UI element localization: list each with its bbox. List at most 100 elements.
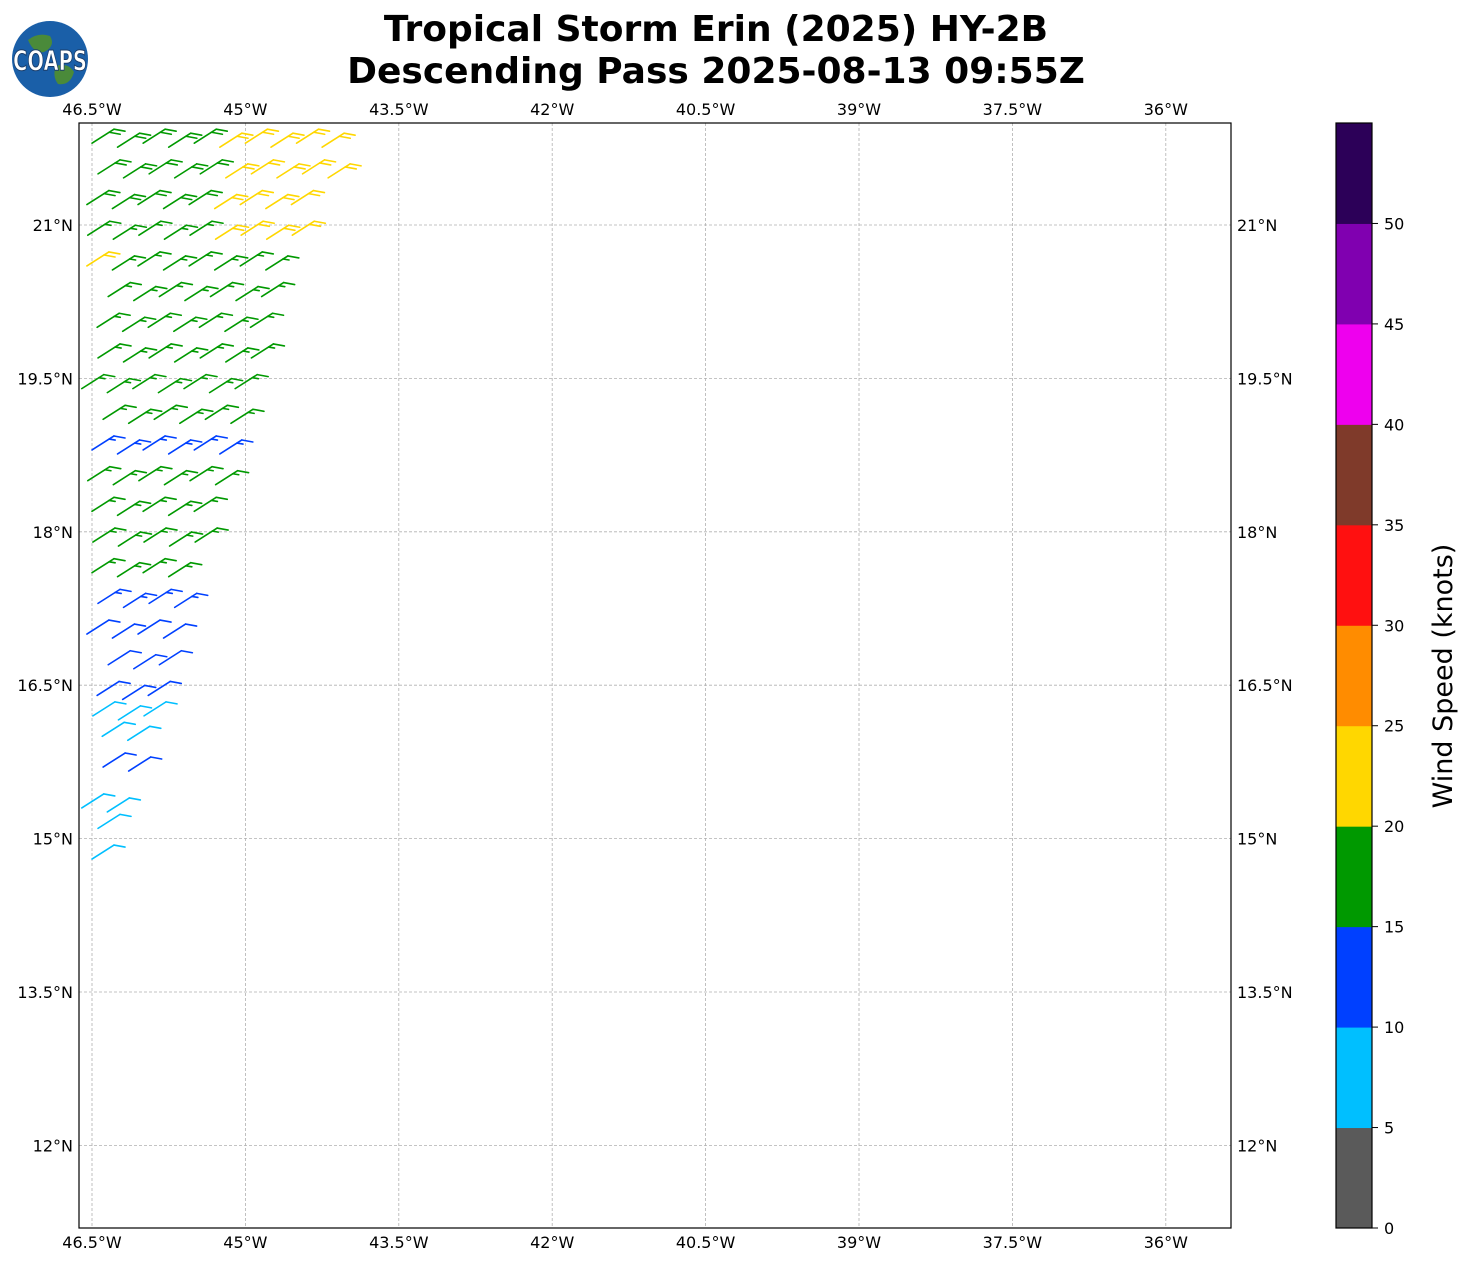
wind-barb: [193, 496, 229, 513]
wind-barb: [163, 469, 199, 486]
lat-label-left: 18°N: [33, 523, 73, 542]
wind-barb: [116, 500, 152, 517]
lon-label-bottom: 46.5°W: [62, 1233, 122, 1252]
wind-barb: [148, 159, 183, 175]
lon-label-bottom: 36°W: [1144, 1233, 1188, 1252]
colorbar-segment: [1336, 1027, 1372, 1129]
lat-label-right: 21°N: [1237, 216, 1277, 235]
globe-landmass-icon: [54, 64, 74, 85]
lon-label-top: 37.5°W: [983, 100, 1043, 119]
wind-barb: [240, 220, 275, 237]
colorbar-segment: [1336, 424, 1372, 526]
wind-barb: [107, 281, 143, 298]
lon-label-bottom: 37.5°W: [983, 1233, 1043, 1252]
wind-barb: [132, 653, 168, 670]
wind-barb: [91, 844, 126, 860]
wind-speed-colorbar: 0 5 10 15 20 25 30 35 40 45 50: [1335, 122, 1404, 1238]
map-frame: [78, 122, 1232, 1229]
wind-barb: [179, 408, 214, 425]
wind-barb: [219, 132, 254, 148]
wind-barb: [290, 189, 326, 206]
colorbar-segment: [1336, 625, 1372, 727]
wind-barb: [86, 220, 122, 237]
wind-barb: [112, 224, 148, 241]
colorbar-frame: [1335, 122, 1373, 1229]
wind-barb: [138, 220, 173, 237]
wind-barb: [234, 373, 269, 390]
lat-label-right: 12°N: [1237, 1136, 1277, 1155]
lat-label-right: 15°N: [1237, 830, 1277, 849]
wind-barb: [193, 435, 229, 451]
wind-barb: [142, 557, 177, 574]
wind-barb: [106, 797, 142, 813]
wind-barb: [112, 469, 148, 486]
wind-barb: [111, 623, 147, 639]
colorbar-tick-label: 20: [1384, 817, 1404, 836]
wind-barb: [127, 756, 163, 772]
lon-label-top: 39°W: [837, 100, 881, 119]
wind-barb: [327, 163, 362, 179]
wind-barb: [167, 561, 203, 578]
wind-barb: [143, 527, 178, 543]
wind-barb: [92, 527, 127, 543]
wind-barb: [301, 159, 337, 175]
wind-barb: [208, 377, 244, 394]
wind-barb: [122, 592, 158, 609]
longitude-tick-labels: 46.5°W 46.5°W 45°W 45°W 43.5°W 43.5°W 42°W 42°W…: [62, 100, 1188, 1252]
wind-barb: [97, 159, 132, 175]
lon-label-bottom: 39°W: [837, 1233, 881, 1252]
figure-title-line2: Descending Pass 2025-08-13 09:55Z: [347, 51, 1085, 92]
gridlines: [79, 123, 1231, 1228]
wind-barb: [204, 404, 240, 421]
wind-barb: [219, 439, 254, 455]
wind-barb: [265, 224, 301, 241]
colorbar-tick-label: 15: [1384, 918, 1404, 937]
wind-barb: [97, 813, 132, 830]
wind-barb: [214, 224, 250, 241]
wind-barb: [91, 128, 126, 144]
wind-barb: [137, 619, 172, 635]
colorbar-tick-label: 5: [1384, 1119, 1394, 1138]
colorbar-tick-label: 40: [1384, 415, 1404, 434]
wind-barb: [173, 163, 209, 179]
lon-label-top: 40.5°W: [676, 100, 736, 119]
wind-barb: [117, 705, 153, 721]
wind-barb: [163, 224, 199, 241]
wind-barb: [270, 132, 305, 148]
wind-barb: [116, 561, 152, 578]
wind-barb: [86, 189, 121, 206]
wind-barb: [96, 312, 131, 329]
wind-barb: [184, 285, 219, 302]
colorbar-segment: [1336, 524, 1372, 626]
lon-label-bottom: 40.5°W: [676, 1233, 736, 1252]
wind-barb: [265, 255, 300, 271]
wind-barb-layer: [80, 128, 362, 860]
logo-text: COAPS: [13, 44, 87, 77]
wind-barb: [168, 531, 204, 547]
wind-barb: [138, 465, 173, 482]
wind-barb: [142, 128, 177, 144]
wind-barb: [121, 684, 157, 701]
wind-barb: [224, 316, 259, 333]
colorbar-segment: [1336, 323, 1372, 425]
wind-barb: [213, 255, 249, 271]
lon-label-top: 42°W: [530, 100, 574, 119]
wind-barb: [199, 159, 235, 175]
wind-barb: [162, 193, 198, 210]
colorbar-segment: [1336, 926, 1372, 1028]
lon-label-bottom: 42°W: [530, 1233, 574, 1252]
wind-barb: [111, 255, 147, 271]
lon-label-bottom: 43.5°W: [369, 1233, 429, 1252]
wind-barb: [173, 316, 208, 333]
wind-barb: [157, 377, 193, 394]
wind-barb: [121, 316, 157, 333]
wind-barb: [244, 128, 280, 144]
wind-barb: [230, 408, 265, 425]
wind-barb: [147, 680, 183, 697]
wind-barb: [162, 255, 198, 271]
wind-barb: [250, 159, 286, 175]
wind-barb: [91, 435, 126, 451]
colorbar-tick-label: 0: [1384, 1219, 1394, 1238]
lat-label-left: 21°N: [33, 216, 73, 235]
wind-barb: [276, 163, 311, 179]
